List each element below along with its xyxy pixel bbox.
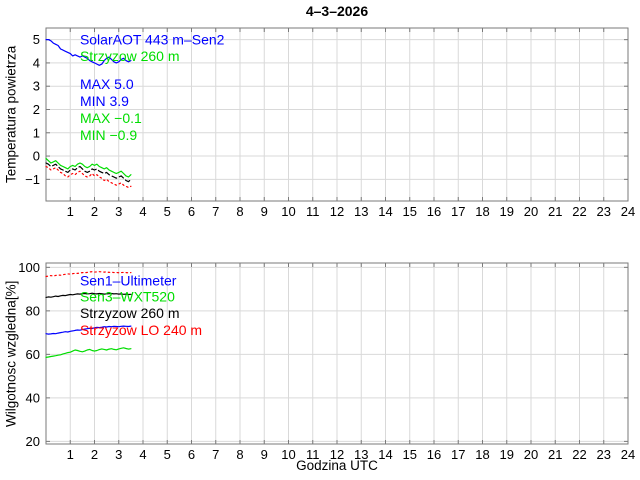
x-tick-label: 23 — [597, 447, 611, 462]
x-tick-label: 10 — [281, 204, 295, 219]
x-tick-label: 8 — [236, 204, 243, 219]
x-tick-label: 2 — [91, 204, 98, 219]
legend-text: MIN −0.9 — [80, 127, 137, 143]
x-tick-label: 17 — [451, 204, 465, 219]
x-tick-label: 23 — [597, 204, 611, 219]
x-tick-label: 24 — [621, 447, 635, 462]
y-tick-label: −1 — [25, 172, 40, 187]
x-tick-label: 9 — [261, 204, 268, 219]
y-tick-label: 0 — [33, 149, 40, 164]
x-tick-label: 6 — [188, 447, 195, 462]
x-tick-label: 13 — [354, 447, 368, 462]
x-tick-label: 7 — [212, 447, 219, 462]
x-tick-label: 1 — [67, 447, 74, 462]
humidity-plot: 1 2 3 4 5 6 7 8 9 10 11 12 13 14 15 16 17 18 19 20 21 22 23 242… — [18, 260, 635, 462]
x-tick-label: 13 — [354, 204, 368, 219]
y-tick-label: 2 — [33, 102, 40, 117]
x-tick-label: 22 — [572, 447, 586, 462]
y-tick-label: 40 — [26, 390, 40, 405]
x-tick-label: 17 — [451, 447, 465, 462]
x-tick-label: 2 — [91, 447, 98, 462]
x-tick-label: 24 — [621, 204, 635, 219]
series-line — [45, 271, 132, 278]
x-tick-label: 18 — [475, 204, 489, 219]
x-tick-label: 19 — [500, 204, 514, 219]
series-line — [45, 162, 132, 183]
series-line — [45, 347, 132, 359]
x-tick-label: 8 — [236, 447, 243, 462]
x-tick-label: 14 — [378, 447, 392, 462]
y-tick-label: 20 — [26, 434, 40, 449]
x-tick-label: 3 — [115, 204, 122, 219]
x-tick-label: 19 — [500, 447, 514, 462]
x-tick-label: 22 — [572, 204, 586, 219]
y-tick-label: 1 — [33, 125, 40, 140]
series-line — [45, 165, 132, 189]
series-line — [45, 38, 132, 66]
legend-text: MIN 3.9 — [80, 93, 129, 109]
x-tick-label: 14 — [378, 204, 392, 219]
x-tick-label: 21 — [548, 204, 562, 219]
y-tick-label: 100 — [18, 260, 40, 275]
x-tick-label: 11 — [306, 204, 320, 219]
temperature-plot: 1 2 3 4 5 6 7 8 9 10 11 12 13 14 15 16 17 18 19 20 21 22 23 24−… — [25, 27, 635, 219]
x-tick-label: 4 — [139, 204, 146, 219]
legend-text: Strzyzow LO 240 m — [80, 322, 202, 338]
legend-text: Sen1–Ultimeter — [80, 272, 177, 288]
series-line — [45, 292, 132, 299]
x-tick-label: 18 — [475, 447, 489, 462]
y-tick-label: 60 — [26, 347, 40, 362]
legend-text: Sen3–WXT520 — [80, 289, 175, 305]
y-tick-label: 4 — [33, 55, 40, 70]
x-tick-label: 16 — [427, 447, 441, 462]
legend-text: Strzyzow 260 m — [80, 305, 180, 321]
legend-text: MAX −0.1 — [80, 110, 142, 126]
x-tick-label: 15 — [403, 204, 417, 219]
x-tick-label: 21 — [548, 447, 562, 462]
x-tick-label: 11 — [306, 447, 320, 462]
legend-text: SolarAOT 443 m–Sen2 — [80, 32, 225, 48]
series-line — [45, 157, 132, 178]
x-tick-label: 6 — [188, 204, 195, 219]
x-tick-label: 12 — [330, 447, 344, 462]
x-axis-label: Godzina UTC — [296, 458, 378, 473]
x-tick-label: 4 — [139, 447, 146, 462]
y-tick-label: 3 — [33, 79, 40, 94]
y-tick-label: 80 — [26, 303, 40, 318]
x-tick-label: 1 — [67, 204, 74, 219]
x-tick-label: 5 — [164, 204, 171, 219]
x-tick-label: 15 — [403, 447, 417, 462]
x-tick-label: 20 — [524, 204, 538, 219]
legend-text: MAX 5.0 — [80, 76, 134, 92]
x-tick-label: 5 — [164, 447, 171, 462]
x-tick-label: 12 — [330, 204, 344, 219]
chart-title: 4–3–2026 — [305, 3, 369, 19]
x-tick-label: 16 — [427, 204, 441, 219]
x-tick-label: 9 — [261, 447, 268, 462]
x-tick-label: 10 — [281, 447, 295, 462]
legend-text: Strzyzow 260 m — [80, 48, 180, 64]
y-tick-label: 5 — [33, 32, 40, 47]
x-tick-label: 7 — [212, 204, 219, 219]
series-line — [45, 325, 132, 335]
x-tick-label: 3 — [115, 447, 122, 462]
x-tick-label: 20 — [524, 447, 538, 462]
